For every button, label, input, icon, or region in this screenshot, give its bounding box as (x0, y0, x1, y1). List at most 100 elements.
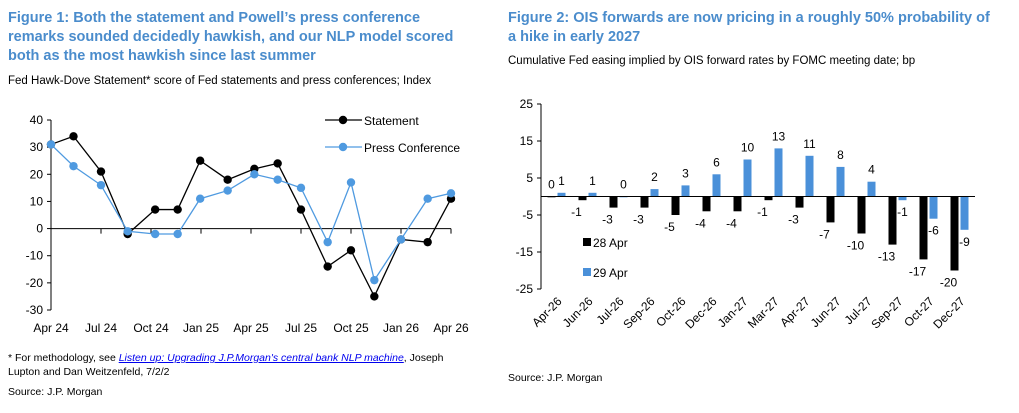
x-tick-label: Oct 24 (133, 321, 169, 335)
x-tick-label: Jun-26 (560, 294, 596, 330)
bar-28-apr (702, 196, 711, 212)
bar-29-apr (681, 185, 690, 197)
bar-29-apr (867, 181, 876, 197)
methodology-link[interactable]: Listen up: Upgrading J.P.Morgan's centra… (118, 352, 404, 364)
y-tick-label: 10 (30, 194, 44, 208)
legend-marker (338, 142, 348, 152)
y-tick-label: 15 (520, 134, 534, 148)
y-tick-label: 25 (520, 97, 534, 111)
legend-label: 28 Apr (593, 236, 628, 250)
data-label: -4 (726, 216, 737, 230)
data-label: -17 (909, 264, 927, 278)
y-tick-label: -20 (26, 276, 44, 290)
data-label: -13 (878, 250, 896, 264)
data-label: 0 (620, 178, 627, 192)
x-tick-label: Oct-27 (901, 294, 937, 330)
bar-29-apr (836, 166, 845, 197)
figure2-title: Figure 2: OIS forwards are now pricing i… (508, 10, 990, 45)
bar-29-apr (650, 189, 659, 197)
x-tick-label: Jan 26 (383, 321, 419, 335)
legend-swatch (583, 238, 591, 246)
x-tick-label: Apr-27 (777, 294, 813, 330)
x-tick-label: Sep-27 (868, 294, 905, 331)
x-tick-label: Apr 25 (233, 321, 269, 335)
data-label: 11 (803, 137, 816, 151)
x-tick-label: Oct-26 (653, 294, 689, 330)
x-tick-label: Dec-27 (930, 294, 967, 331)
data-label: -3 (788, 213, 799, 227)
bar-28-apr (826, 196, 835, 223)
bar-29-apr (898, 196, 907, 201)
legend-marker (338, 115, 348, 125)
data-label: -1 (571, 205, 582, 219)
y-tick-label: 30 (30, 140, 44, 154)
data-label: -7 (819, 227, 830, 241)
bar-29-apr (743, 159, 752, 197)
x-tick-label: Jan-27 (715, 294, 751, 330)
data-label: -10 (847, 239, 865, 253)
figure1-footnote: * For methodology, see Listen up: Upgrad… (8, 351, 478, 379)
bar-29-apr (960, 196, 969, 230)
data-point (296, 205, 306, 214)
y-tick-label: -10 (26, 249, 44, 263)
data-label: -4 (695, 216, 706, 230)
bar-28-apr (609, 196, 618, 208)
data-label: 0 (548, 178, 555, 192)
data-point (323, 237, 332, 247)
legend-label: Press Conference (364, 141, 460, 155)
y-tick-label: -15 (516, 245, 534, 259)
bar-28-apr (764, 196, 773, 201)
footnote-suffix: , Joseph Lupton and Dan Weitzenfeld, 7/2… (8, 352, 444, 378)
x-tick-label: Jul 24 (85, 321, 117, 335)
bar-29-apr (774, 148, 783, 197)
data-point (273, 159, 282, 168)
data-point (96, 167, 106, 176)
data-label: -3 (633, 213, 644, 227)
data-point (223, 186, 232, 195)
bar-29-apr (712, 174, 721, 197)
data-label: 1 (558, 174, 565, 188)
figure1-subtitle: Fed Hawk-Dove Statement* score of Fed st… (8, 75, 432, 87)
bar-28-apr (919, 196, 928, 260)
data-label: 8 (837, 148, 844, 162)
x-tick-label: Jan 25 (183, 321, 219, 335)
data-label: 4 (868, 163, 875, 177)
data-label: -3 (602, 213, 613, 227)
data-label: 10 (741, 141, 755, 155)
data-point (223, 175, 232, 184)
data-label: -1 (757, 205, 768, 219)
bar-29-apr (588, 192, 597, 197)
x-tick-label: Dec-26 (682, 294, 719, 331)
figure1-source: Source: J.P. Morgan (8, 386, 103, 398)
data-point (195, 194, 205, 203)
y-tick-label: -30 (26, 303, 44, 317)
x-tick-label: Apr 26 (433, 321, 469, 335)
data-label: -20 (940, 276, 958, 290)
data-point (150, 229, 160, 239)
data-point (346, 178, 356, 187)
y-tick-label: -25 (516, 282, 534, 296)
legend-swatch (583, 268, 591, 276)
bar-28-apr (640, 196, 649, 208)
data-label: 2 (651, 170, 658, 184)
data-point (273, 175, 282, 184)
data-point (123, 227, 132, 236)
data-point (446, 189, 456, 198)
y-tick-label: 40 (30, 113, 44, 127)
figure2-subtitle: Cumulative Fed easing implied by OIS for… (508, 55, 916, 67)
figure2-source: Source: J.P. Morgan (508, 372, 603, 384)
data-label: 6 (713, 155, 720, 169)
data-label: 1 (589, 174, 596, 188)
data-point (195, 156, 205, 165)
data-point (46, 140, 56, 149)
bar-28-apr (795, 196, 804, 208)
data-point (296, 183, 306, 193)
footnote-prefix: * For methodology, see (8, 352, 119, 364)
data-label: 13 (772, 129, 786, 143)
data-point (423, 237, 432, 247)
bar-29-apr (557, 192, 566, 197)
data-label: 3 (682, 166, 689, 180)
